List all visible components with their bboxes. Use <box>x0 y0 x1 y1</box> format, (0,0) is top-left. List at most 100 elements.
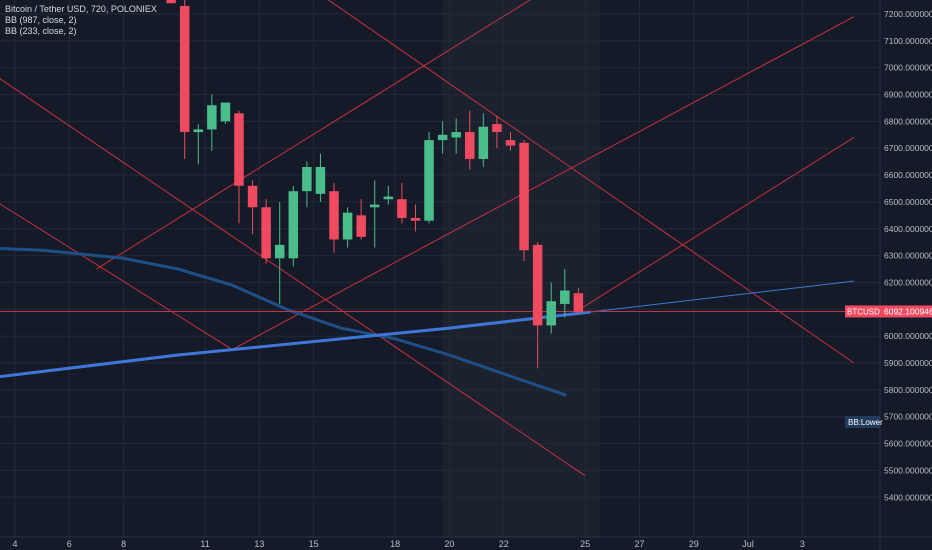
candle[interactable] <box>492 115 502 149</box>
time-tick-label: 6 <box>67 539 72 549</box>
time-tick-label: 25 <box>580 539 590 549</box>
candle[interactable] <box>356 199 366 240</box>
candle[interactable] <box>220 102 231 125</box>
price-tick-label: 6600.00000000 <box>884 170 932 180</box>
bb-lower-tag[interactable]: BB:Lower <box>845 416 883 428</box>
candle[interactable] <box>342 207 353 248</box>
price-tick-label: 5900.00000000 <box>884 358 932 368</box>
candle[interactable] <box>329 183 339 253</box>
bb-lower-tag-label: BB:Lower <box>848 418 883 427</box>
time-axis[interactable]: 4 6 8 11 13 15 18 20 22 25 27 29 Jul 3 <box>12 539 804 549</box>
price-tick-label: 6200.00000000 <box>884 277 932 287</box>
trendline[interactable] <box>0 191 233 351</box>
candle[interactable] <box>315 153 326 202</box>
candle[interactable] <box>383 185 394 205</box>
time-tick-label: 20 <box>444 539 454 549</box>
bb-987-projection-line[interactable] <box>590 280 854 313</box>
candle[interactable] <box>288 185 299 267</box>
candle[interactable] <box>478 113 489 168</box>
bb-987-lower-line[interactable] <box>0 310 591 379</box>
symbol-title[interactable]: Bitcoin / Tether USD, 720, POLONIEX <box>5 4 157 14</box>
candle[interactable] <box>369 180 380 248</box>
candle[interactable] <box>207 94 217 151</box>
last-price-value: 6092.10094699 <box>884 306 932 316</box>
candle[interactable] <box>437 121 448 154</box>
candle-body <box>397 199 407 219</box>
price-tick-label: 5400.00000000 <box>884 492 932 502</box>
trendline[interactable] <box>287 0 855 364</box>
candle[interactable] <box>179 0 190 159</box>
candle-body <box>220 102 231 122</box>
price-tick-label: 7200.00000000 <box>884 9 932 19</box>
indicator-bb-987[interactable]: BB (987, close, 2) <box>5 15 77 25</box>
candle-body <box>519 142 529 251</box>
candle[interactable] <box>532 242 543 369</box>
price-tick-label: 5600.00000000 <box>884 439 932 449</box>
candle-body <box>342 212 353 240</box>
candle-body <box>465 132 475 159</box>
candle[interactable] <box>560 269 570 318</box>
plot-area[interactable] <box>0 0 880 477</box>
price-tick-label: 5800.00000000 <box>884 385 932 395</box>
candle[interactable] <box>261 199 271 264</box>
candle-body <box>505 140 516 146</box>
candle-body <box>288 191 299 259</box>
candle-body <box>166 0 176 4</box>
price-tick-label: 7000.00000000 <box>884 63 932 73</box>
bb-lower-tag-bg <box>845 416 880 428</box>
candle[interactable] <box>166 0 176 4</box>
candle[interactable] <box>451 118 461 154</box>
price-tick-label: 6000.00000000 <box>884 331 932 341</box>
price-tick-label: 6700.00000000 <box>884 143 932 153</box>
candle-body <box>451 132 461 138</box>
candle-body <box>247 185 258 208</box>
indicator-bb-233[interactable]: BB (233, close, 2) <box>5 26 77 36</box>
time-tick-label: 3 <box>800 539 805 549</box>
candle-body <box>532 244 543 326</box>
candle[interactable] <box>410 204 421 232</box>
candle-body <box>560 290 570 304</box>
candle-body <box>573 293 584 312</box>
candle[interactable] <box>234 110 244 224</box>
candle-body <box>193 129 204 133</box>
candle-body <box>207 105 217 130</box>
candle-body <box>383 196 394 200</box>
price-tick-label: 6800.00000000 <box>884 116 932 126</box>
candle[interactable] <box>424 132 434 224</box>
candle[interactable] <box>247 180 258 235</box>
trendline[interactable] <box>0 65 586 477</box>
candle[interactable] <box>546 282 556 334</box>
candle[interactable] <box>519 140 529 261</box>
candle-body <box>234 113 244 186</box>
candle-body <box>478 126 489 159</box>
time-tick-label: Jul <box>742 539 754 549</box>
time-tick-label: 8 <box>121 539 126 549</box>
candle[interactable] <box>397 183 407 224</box>
candle[interactable] <box>465 110 475 170</box>
candle[interactable] <box>505 132 516 151</box>
candle-body <box>179 5 190 133</box>
trendline[interactable] <box>96 0 585 270</box>
trendline[interactable] <box>579 137 855 310</box>
time-tick-label: 27 <box>634 539 644 549</box>
candle-body <box>329 191 339 240</box>
candle-body <box>546 301 556 326</box>
bb-233-lower-line[interactable] <box>0 246 567 397</box>
trendline[interactable] <box>231 16 855 351</box>
candle-body <box>437 134 448 141</box>
price-tick-label: 5500.00000000 <box>884 465 932 475</box>
candle[interactable] <box>302 161 312 208</box>
price-tick-label: 5700.00000000 <box>884 412 932 422</box>
time-tick-label: 4 <box>12 539 17 549</box>
time-tick-label: 22 <box>499 539 509 549</box>
last-price-symbol-bg <box>845 305 880 318</box>
candle[interactable] <box>573 287 584 315</box>
candle[interactable] <box>274 201 285 304</box>
time-tick-label: 15 <box>309 539 319 549</box>
candle[interactable] <box>193 124 204 165</box>
